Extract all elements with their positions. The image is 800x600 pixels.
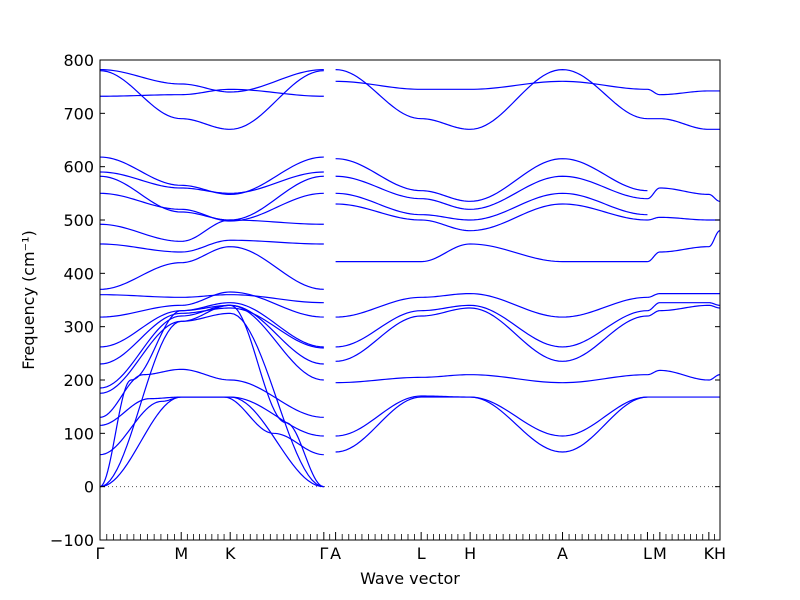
- band-line-44: [647, 88, 720, 96]
- x-tick-label: A: [557, 544, 568, 563]
- band-line-28: [335, 292, 648, 318]
- band-line-22: [99, 69, 324, 93]
- band-line-17: [99, 175, 324, 221]
- band-line-29: [335, 243, 648, 263]
- band-line-27: [335, 304, 648, 348]
- band-line-32: [335, 175, 648, 210]
- band-line-5: [99, 396, 324, 437]
- plot-layer: [99, 68, 721, 488]
- band-line-31: [335, 192, 648, 221]
- x-tick-label: K: [704, 544, 715, 563]
- band-line-30: [335, 203, 648, 232]
- band-line-24: [335, 395, 648, 437]
- y-tick-label: 300: [63, 318, 94, 337]
- y-axis-label: Frequency (cm⁻¹): [19, 230, 38, 369]
- x-tick-label: M: [174, 544, 188, 563]
- y-tick-label: 200: [63, 371, 94, 390]
- band-line-35: [335, 68, 648, 130]
- y-tick-label: −100: [50, 531, 94, 550]
- y-tick-label: 400: [63, 264, 94, 283]
- band-line-1: [99, 396, 324, 488]
- band-line-20: [99, 88, 324, 97]
- band-line-37: [647, 369, 721, 381]
- band-line-6: [99, 368, 324, 418]
- band-line-9: [99, 307, 324, 365]
- band-line-41: [647, 230, 721, 263]
- x-axis-label: Wave vector: [360, 569, 460, 588]
- band-line-19: [99, 156, 324, 196]
- x-tick-label: H: [464, 544, 476, 563]
- y-tick-label: 500: [63, 211, 94, 230]
- band-line-14: [99, 239, 324, 253]
- band-line-33: [335, 158, 648, 202]
- x-tick-label: K: [225, 544, 236, 563]
- band-line-2: [99, 312, 324, 488]
- band-line-43: [647, 187, 721, 202]
- band-line-18: [99, 171, 324, 194]
- band-line-13: [99, 246, 324, 290]
- band-line-45: [647, 118, 720, 130]
- y-tick-label: 700: [63, 104, 94, 123]
- x-tick-label: A: [330, 544, 341, 563]
- y-tick-label: 800: [63, 51, 94, 70]
- band-line-21: [99, 70, 324, 130]
- band-line-25: [335, 374, 648, 384]
- x-tick-label: M: [653, 544, 667, 563]
- band-line-7: [99, 304, 324, 394]
- x-tick-label: L: [417, 544, 426, 563]
- band-line-26: [335, 307, 648, 362]
- x-tick-label: H: [714, 544, 726, 563]
- band-line-40: [647, 293, 720, 298]
- band-line-39: [647, 302, 721, 312]
- band-line-11: [99, 291, 324, 318]
- band-line-23: [335, 396, 648, 453]
- plot-frame: [99, 59, 721, 541]
- band-line-12: [99, 294, 324, 304]
- y-axis-ticks: −100 0 100 200 300 400 500 600 700 800: [50, 51, 720, 550]
- band-line-8: [99, 304, 324, 389]
- band-line-42: [647, 216, 720, 221]
- y-tick-label: 0: [84, 478, 94, 497]
- band-line-10: [99, 302, 324, 348]
- y-tick-label: 100: [63, 424, 94, 443]
- x-tick-label: Γ: [319, 544, 328, 563]
- x-tick-label: L: [643, 544, 652, 563]
- y-tick-label: 600: [63, 158, 94, 177]
- band-line-15: [99, 219, 324, 242]
- x-tick-label: Γ: [96, 544, 105, 563]
- band-line-3: [99, 304, 324, 488]
- band-line-16: [99, 192, 324, 222]
- band-line-34: [335, 80, 648, 90]
- band-line-38: [647, 304, 721, 317]
